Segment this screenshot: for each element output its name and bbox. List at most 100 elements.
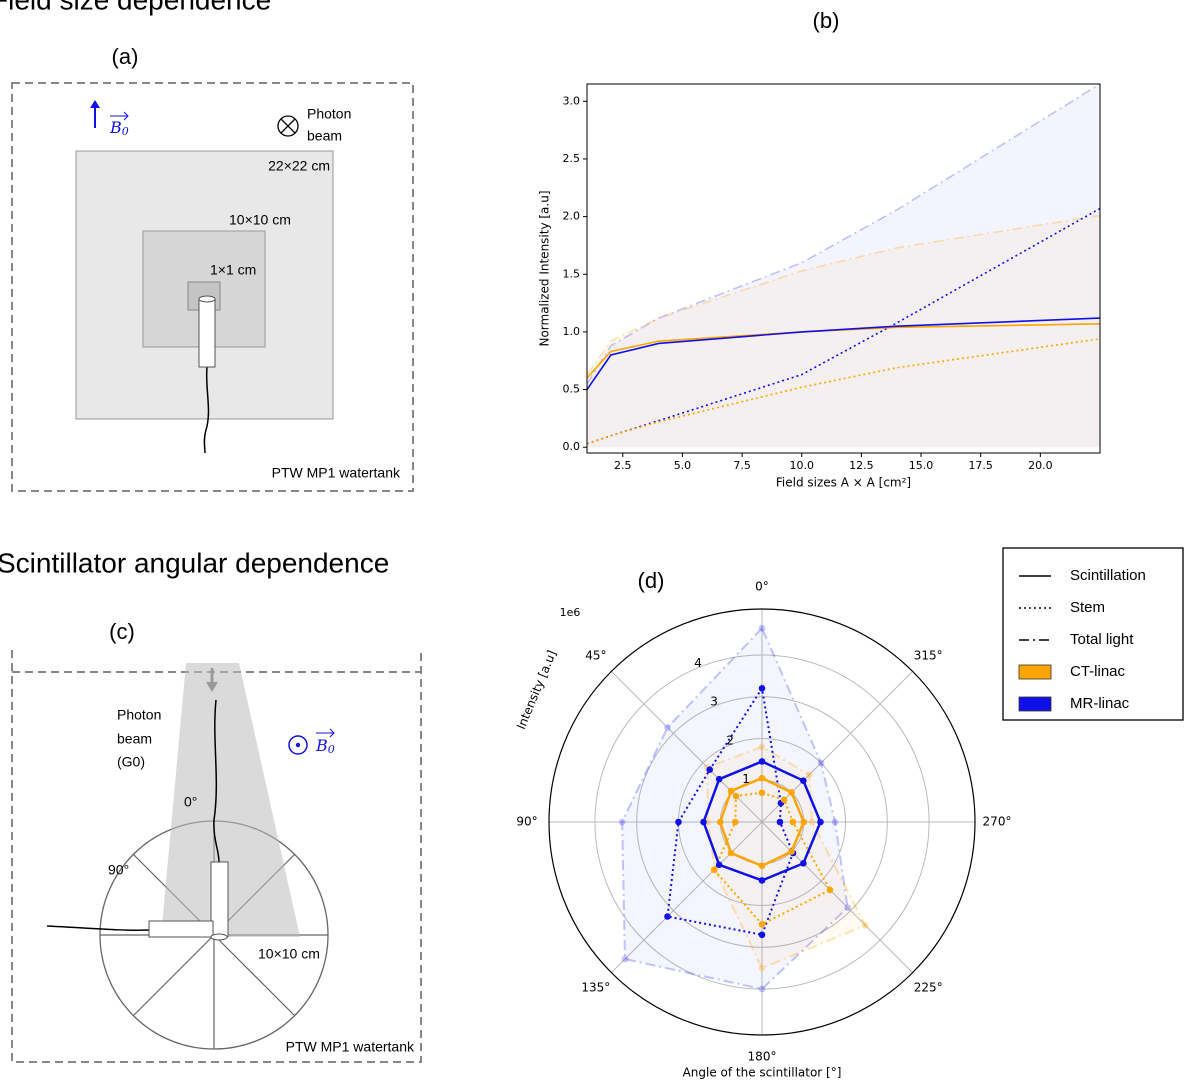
y-tick-label: 0.5 [563, 383, 581, 396]
point [700, 818, 707, 826]
x-tick-label: 15.0 [909, 459, 934, 472]
probe-90 [148, 920, 214, 938]
angle-tick-label: 0° [755, 580, 769, 594]
section-title: Field size dependence [0, 0, 271, 15]
b0-subscript: 0 [122, 125, 129, 138]
legend-label: MR-linac [1070, 695, 1130, 712]
beam-label: beam [307, 128, 342, 144]
angle-tick-label: 180° [748, 1050, 777, 1064]
x-tick-label: 5.0 [674, 459, 692, 472]
y-tick-label: 1.5 [563, 267, 581, 280]
panel-label: (a) [112, 44, 139, 69]
probe-0 [210, 861, 229, 938]
diagram-c: Photon beam (G0) 0° 90° 10×10 cm PTW MP1… [11, 650, 422, 1063]
point [758, 964, 766, 972]
point [715, 861, 723, 869]
legend-label: Total light [1070, 631, 1134, 648]
field-label: 22×22 cm [268, 158, 330, 174]
area-fill [587, 84, 1100, 448]
y-tick-label: 2.0 [563, 210, 581, 223]
cable [46, 925, 150, 931]
point [862, 922, 869, 929]
point [758, 862, 766, 870]
plot-frame [586, 83, 1101, 454]
point [664, 913, 671, 920]
y-tick-label: 0.0 [563, 440, 581, 453]
x-tick-label: 17.5 [968, 459, 993, 472]
point [844, 904, 851, 911]
series-line [586, 214, 1101, 376]
y-tick-label: 1.0 [563, 325, 581, 338]
legend-label: Stem [1070, 599, 1105, 616]
probe-tip [210, 933, 228, 941]
y-tick-label: 2.5 [563, 152, 581, 165]
tank-label: PTW MP1 watertank [286, 1039, 415, 1055]
legend-label: Scintillation [1070, 567, 1146, 584]
point [800, 860, 807, 867]
point [618, 818, 626, 826]
beam-label: (G0) [117, 754, 145, 770]
plots: 2.5 5.0 7.5 10.0 12.5 15.0 17.5 20.00.00.51.01.… [514, 83, 1184, 1080]
angle-label: 90° [108, 862, 129, 878]
tank-outline [11, 650, 422, 1063]
series-line [586, 317, 1101, 391]
point [788, 789, 795, 796]
vector-arrow [110, 111, 129, 121]
series-line [706, 745, 867, 970]
point [706, 766, 714, 774]
tank-outline [11, 82, 414, 492]
b0-label: B0 [109, 118, 129, 139]
point [776, 818, 784, 826]
point [808, 818, 816, 826]
point [732, 792, 740, 800]
tank-label: PTW MP1 watertank [272, 465, 401, 481]
x-axis-label: Field sizes A × A [cm²] [776, 476, 911, 490]
y-axis-label: Normalized Intensity [a.u] [538, 190, 552, 346]
field-label: 10×10 cm [229, 212, 291, 228]
point [789, 818, 797, 826]
beam-label: Photon [307, 106, 351, 122]
series-line [586, 323, 1101, 379]
diagram-a: B0 Photon beam 22×22 cm 10×10 cm 1×1 cm … [11, 82, 414, 492]
angle-axis-label: Angle of the scintillator [°] [683, 1066, 842, 1080]
angle-label: 0° [184, 794, 197, 810]
polar-frame [548, 608, 976, 1036]
series-line [621, 626, 849, 991]
area-fill [587, 215, 1100, 448]
radial-tick-label: 3 [710, 695, 718, 709]
angle-grid-line [611, 821, 763, 973]
radial-tick-label: 1 [742, 772, 750, 786]
radial-axis-label: Intensity [a.u] [514, 648, 559, 731]
beam-cross [280, 118, 296, 134]
beam-arrowhead [206, 682, 218, 692]
b0-dot [295, 742, 301, 748]
x-tick-label: 7.5 [733, 459, 751, 472]
point [727, 787, 735, 795]
x-tick-label: 2.5 [614, 459, 632, 472]
beam-label: beam [117, 731, 152, 747]
b0-label: B0 [315, 736, 335, 757]
b0-subscript: 0 [328, 743, 335, 756]
angle-grid-line [761, 671, 913, 823]
cable [203, 366, 210, 454]
point [727, 849, 735, 857]
point [758, 877, 766, 884]
field-label: 1×1 cm [210, 262, 256, 278]
x-tick-label: 10.0 [789, 459, 814, 472]
point [675, 818, 682, 826]
point [817, 759, 825, 767]
x-tick-label: 12.5 [849, 459, 874, 472]
legend-swatch [1018, 696, 1052, 712]
panel-label: (c) [109, 619, 135, 644]
point [758, 624, 766, 632]
radial-tick-label: 2 [726, 733, 734, 747]
panel-label: (b) [813, 8, 840, 33]
b0-symbol: B [315, 736, 328, 755]
beam-label: Photon [117, 707, 161, 723]
point [758, 921, 766, 928]
point [788, 848, 795, 855]
legend-swatch [1018, 664, 1052, 680]
point [716, 818, 724, 826]
angle-tick-label: 225° [914, 981, 943, 995]
